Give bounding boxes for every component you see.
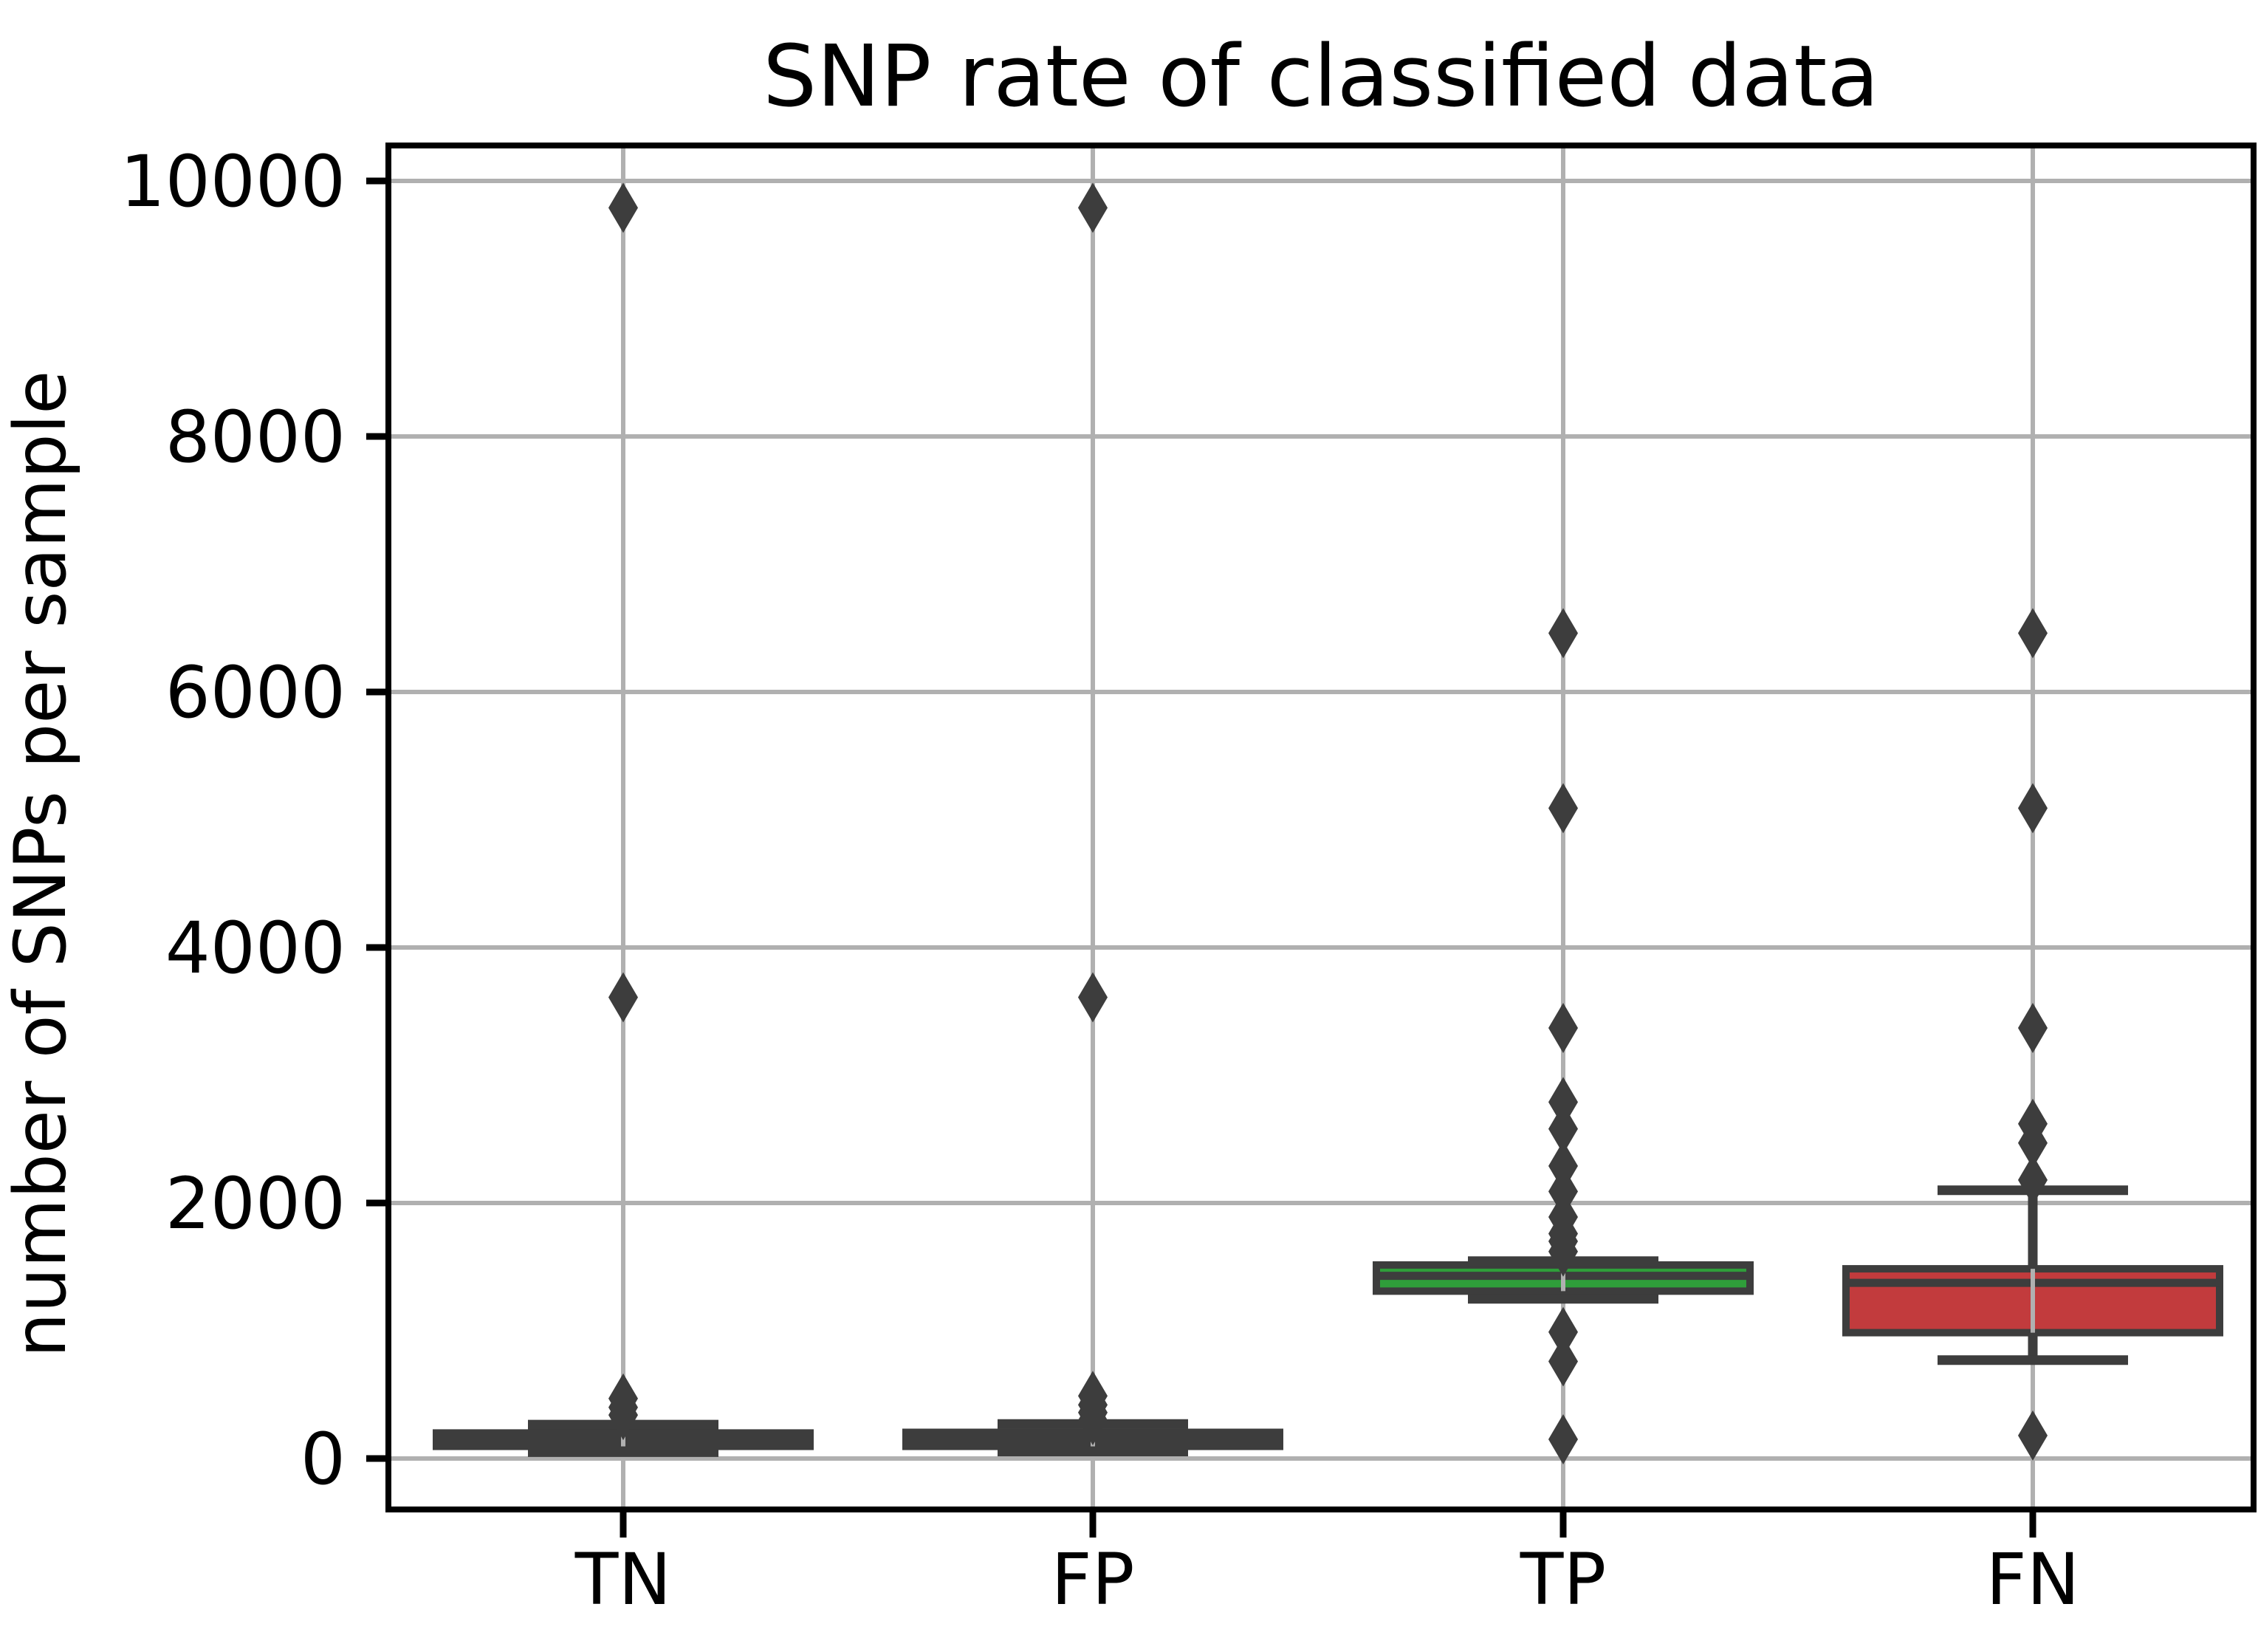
y-tick-label: 4000	[165, 907, 346, 990]
x-tick-label: TP	[1520, 1538, 1607, 1621]
axes-spines	[385, 143, 2257, 1512]
outlier-tn	[608, 182, 638, 233]
outlier-tp	[1548, 1140, 1578, 1191]
outlier-fp	[1078, 972, 1108, 1023]
outlier-tp	[1548, 608, 1578, 659]
outlier-fn	[2018, 783, 2048, 834]
outlier-tp	[1548, 1002, 1578, 1053]
y-tick-label: 8000	[165, 396, 346, 479]
outlier-fn	[2018, 608, 2048, 659]
outlier-fn	[2018, 1002, 2048, 1053]
outlier-tp	[1548, 1306, 1578, 1357]
outlier-fn	[2018, 1098, 2048, 1149]
outlier-fn	[2018, 1154, 2048, 1205]
outlier-fp	[1078, 182, 1108, 233]
outlier-tn	[608, 972, 638, 1023]
outlier-tp	[1548, 1166, 1578, 1217]
outlier-tp	[1548, 1077, 1578, 1128]
outlier-tn	[608, 1373, 638, 1424]
x-tick-label: TN	[574, 1538, 671, 1621]
outlier-fn	[2018, 1410, 2048, 1461]
y-tick-label: 0	[301, 1418, 346, 1501]
y-axis-label: number of SNPs per sample	[0, 371, 82, 1358]
y-tick-label: 10000	[120, 140, 346, 223]
outlier-tp	[1548, 1103, 1578, 1154]
y-tick-label: 6000	[165, 651, 346, 734]
x-tick-label: FN	[1986, 1538, 2079, 1621]
outlier-tp	[1548, 783, 1578, 834]
y-tick-label: 2000	[165, 1162, 346, 1245]
chart-title: SNP rate of classified data	[763, 27, 1879, 126]
outlier-tp	[1548, 1336, 1578, 1387]
outlier-fp	[1078, 1371, 1108, 1422]
x-tick-label: FP	[1051, 1538, 1134, 1621]
outlier-tp	[1548, 1192, 1578, 1243]
outlier-tp	[1548, 1414, 1578, 1465]
